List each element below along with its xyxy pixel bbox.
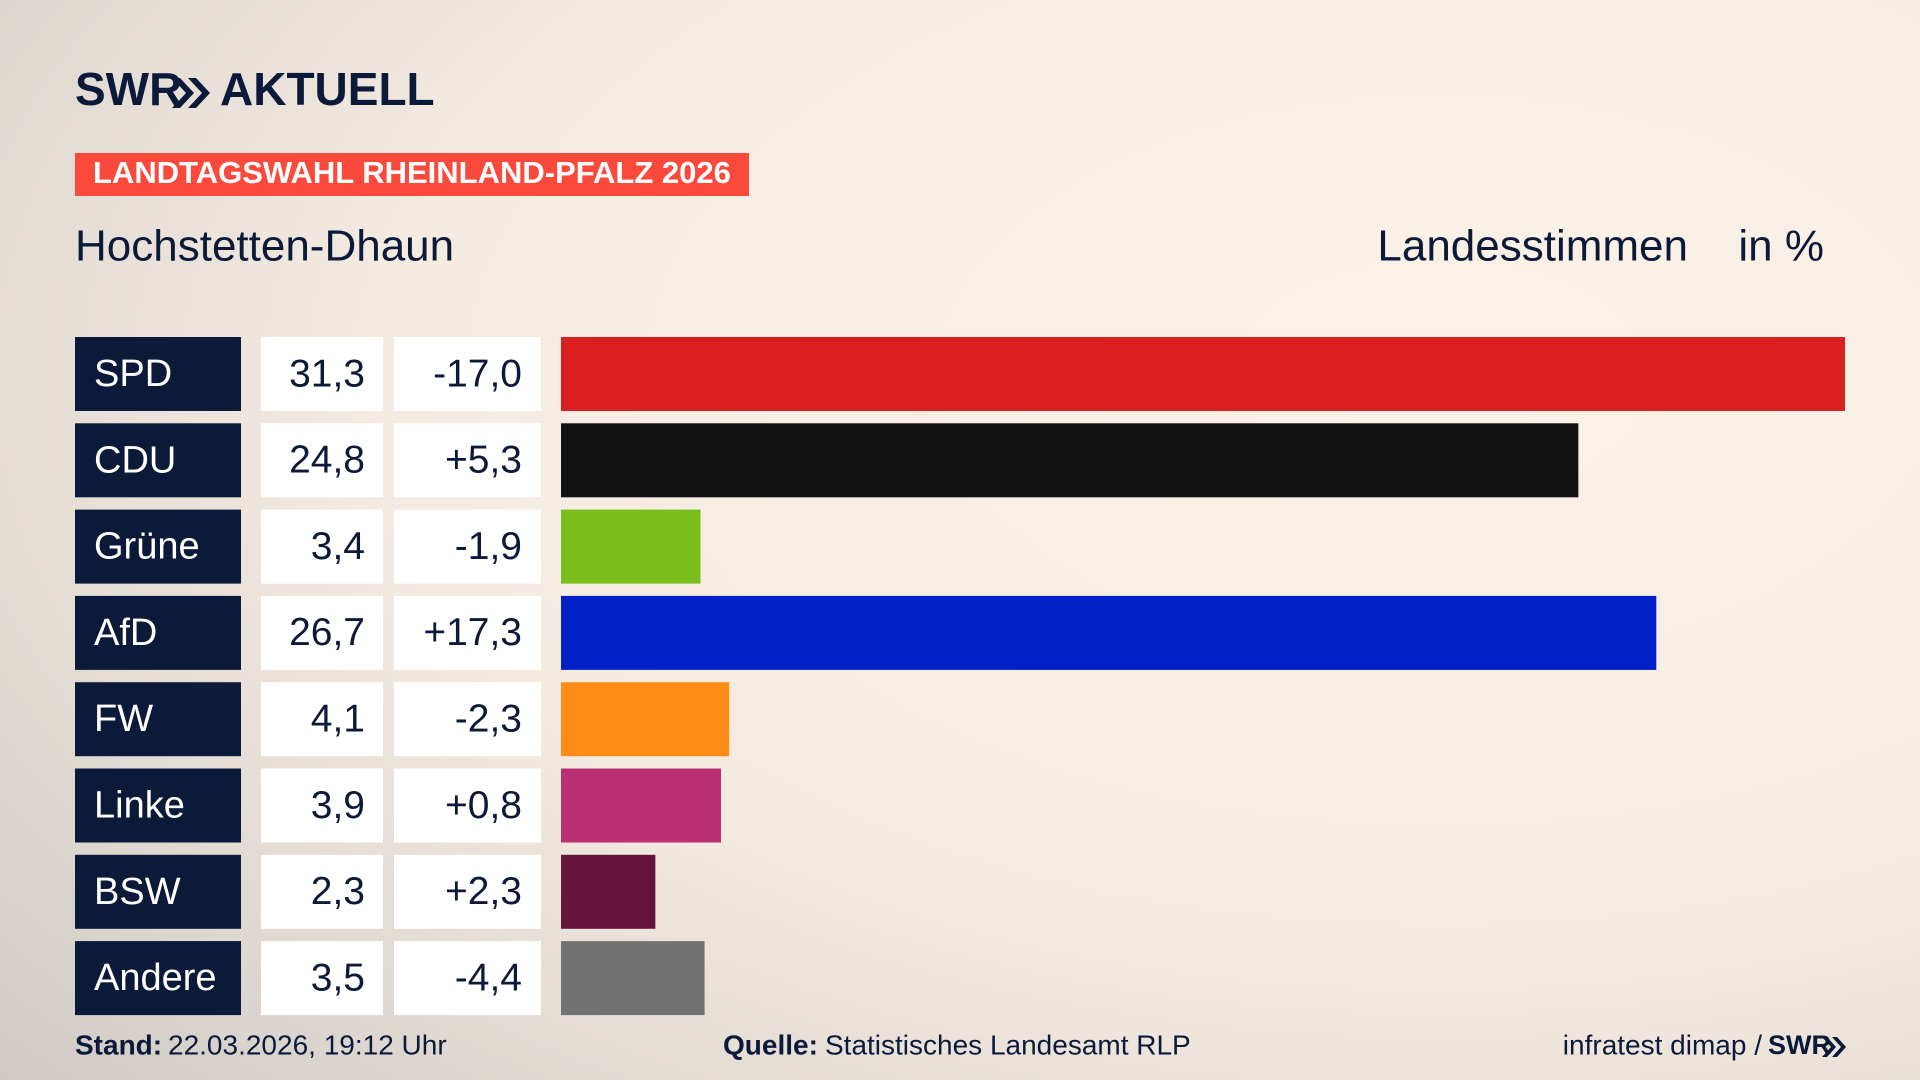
party-box xyxy=(75,854,241,929)
value-label: 24,8 xyxy=(289,439,365,482)
party-label: Linke xyxy=(94,785,185,827)
value-header: Landesstimmen xyxy=(1377,222,1688,271)
party-label: BSW xyxy=(94,871,181,913)
change-box xyxy=(394,682,541,757)
value-box xyxy=(261,768,383,843)
brand-chevrons xyxy=(172,78,210,108)
bar xyxy=(561,337,1845,411)
party-box xyxy=(75,509,241,584)
value-label: 3,5 xyxy=(311,956,365,999)
change-box xyxy=(394,941,541,1016)
bar xyxy=(561,941,705,1016)
credit: infratest dimap / xyxy=(1563,1029,1762,1060)
value-box xyxy=(261,941,383,1016)
party-box xyxy=(75,682,241,757)
bar xyxy=(561,768,721,843)
change-label: -2,3 xyxy=(455,697,522,740)
value-box xyxy=(261,682,383,757)
value-box xyxy=(261,595,383,670)
stand: 22.03.2026, 19:12 Uhr xyxy=(168,1029,447,1060)
value-label: 2,3 xyxy=(311,870,365,913)
credit-chevrons xyxy=(1822,1037,1846,1057)
value-label: 3,9 xyxy=(311,784,365,827)
party-box xyxy=(75,595,241,670)
party-label: CDU xyxy=(94,439,176,481)
party-label: FW xyxy=(94,698,153,740)
value-label: 3,4 xyxy=(311,525,365,568)
party-box xyxy=(75,337,241,411)
bar xyxy=(561,423,1579,498)
party-label: AfD xyxy=(94,612,157,654)
change-box xyxy=(394,509,541,584)
change-box xyxy=(394,768,541,843)
value-box xyxy=(261,337,383,411)
party-label: Grüne xyxy=(94,526,200,568)
change-label: -1,9 xyxy=(455,525,522,568)
value-box xyxy=(261,423,383,498)
credit-brand: SWR xyxy=(1768,1030,1831,1060)
change-label: +0,8 xyxy=(445,784,522,827)
value-label: 31,3 xyxy=(289,352,365,395)
value-label: 4,1 xyxy=(311,697,365,740)
party-box xyxy=(75,941,241,1016)
bar xyxy=(561,854,656,929)
unit-label: in % xyxy=(1738,222,1824,271)
change-label: +2,3 xyxy=(445,870,522,913)
bar xyxy=(561,509,701,584)
bar xyxy=(561,595,1657,670)
change-label: -4,4 xyxy=(455,956,522,999)
value-label: 26,7 xyxy=(289,611,365,654)
source-label: Quelle: xyxy=(723,1029,818,1060)
source: Statistisches Landesamt RLP xyxy=(825,1029,1191,1060)
stand-label: Stand: xyxy=(75,1029,162,1060)
change-label: +17,3 xyxy=(423,611,522,654)
title-tag xyxy=(75,153,749,196)
party-label: SPD xyxy=(94,353,172,395)
party-label: Andere xyxy=(94,957,217,999)
change-label: -17,0 xyxy=(433,352,522,395)
brand: SWR xyxy=(75,63,182,115)
party-box xyxy=(75,768,241,843)
value-box xyxy=(261,509,383,584)
change-box xyxy=(394,423,541,498)
change-box xyxy=(394,854,541,929)
change-box xyxy=(394,337,541,411)
chart-title: LANDTAGSWAHL RHEINLAND-PFALZ 2026 xyxy=(93,155,731,190)
party-box xyxy=(75,423,241,498)
subtitle: Hochstetten-Dhaun xyxy=(75,222,454,271)
change-label: +5,3 xyxy=(445,439,522,482)
value-box xyxy=(261,854,383,929)
bar xyxy=(561,682,730,757)
brand-section: AKTUELL xyxy=(220,63,435,115)
change-box xyxy=(394,595,541,670)
